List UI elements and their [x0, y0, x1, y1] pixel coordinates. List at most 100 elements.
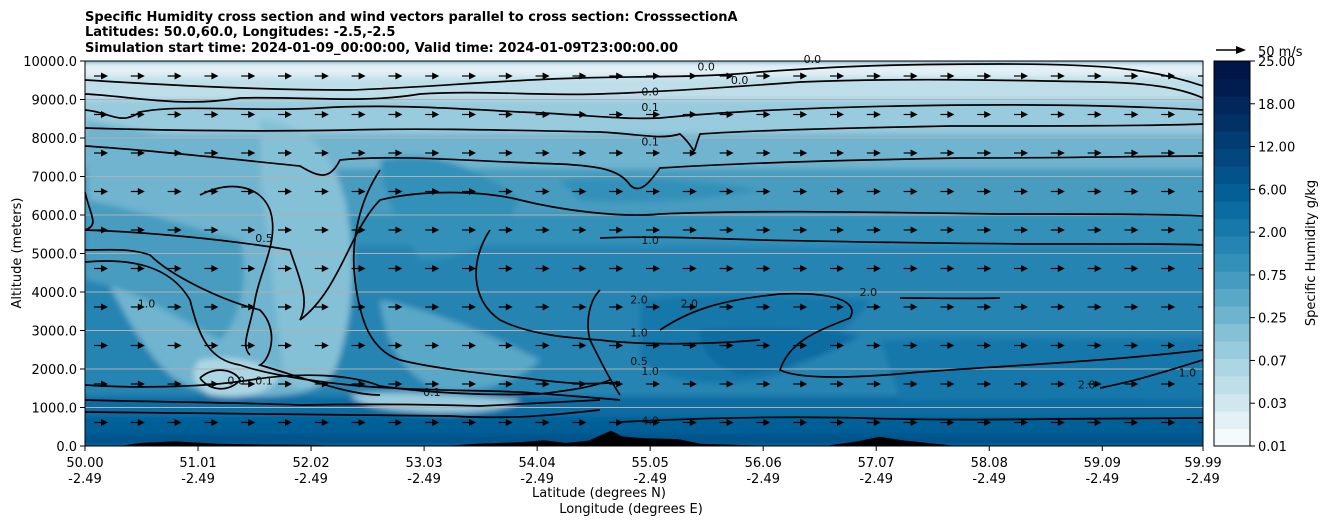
wind-vector-head — [837, 226, 844, 234]
wind-vector-head — [395, 72, 403, 80]
contour-line — [199, 369, 242, 390]
wind-vector-head — [653, 149, 660, 157]
wind-vector-head — [800, 419, 808, 426]
dry-air-region — [380, 300, 540, 391]
wind-vector-head — [321, 226, 329, 234]
contour-label: 2.0 — [630, 294, 648, 307]
wind-vector-head — [101, 342, 108, 349]
wind-vector-head — [910, 188, 918, 195]
wind-vector-head — [211, 188, 219, 195]
colorbar-swatch — [1214, 411, 1250, 430]
wind-vector-head — [1205, 73, 1212, 80]
wind-vector-head — [653, 303, 660, 311]
wind-vector-head — [910, 149, 918, 157]
contour-label: 0.5 — [255, 232, 273, 245]
colorbar-swatch — [1214, 236, 1250, 255]
wind-vector-head — [1021, 188, 1028, 195]
colorbar-tick-label: 0.03 — [1258, 397, 1287, 412]
wind-vector-head — [432, 342, 440, 349]
wind-vector-head — [1057, 265, 1065, 272]
wind-vector-head — [873, 72, 881, 80]
wind-vector-head — [137, 226, 145, 234]
wind-vector-head — [616, 72, 624, 80]
wind-vector-head — [505, 342, 513, 349]
wind-vector-head — [1057, 149, 1065, 157]
wind-vector-head — [1057, 380, 1065, 388]
wind-vector-head — [763, 226, 771, 234]
wind-vector-head — [1094, 265, 1102, 272]
wind-vector-head — [285, 303, 292, 311]
contour-label: 1.0 — [630, 326, 648, 339]
wind-vector-head — [1168, 226, 1176, 234]
wind-vector-head — [1021, 149, 1028, 157]
wind-vector-head — [358, 419, 366, 426]
wind-vector-head — [1021, 380, 1028, 388]
wind-vector-head — [505, 149, 513, 157]
wind-vector-head — [211, 303, 219, 311]
wind-vector-head — [137, 419, 145, 426]
wind-vector-head — [616, 265, 624, 272]
wind-vector-head — [469, 72, 476, 80]
dry-air-region — [193, 358, 280, 397]
x-tick-label-lat: 58.08 — [971, 456, 1008, 471]
wind-vector-head — [1094, 419, 1102, 426]
contour-line — [619, 416, 1203, 423]
wind-vector-head — [1057, 226, 1065, 234]
wind-vector-head — [910, 265, 918, 272]
contour-label: 1.0 — [641, 234, 659, 247]
contour-label: 2.0 — [860, 286, 878, 299]
wind-vector-head — [432, 188, 440, 195]
wind-vector-head — [1021, 72, 1028, 80]
contour-label: 1.0 — [641, 365, 659, 378]
wind-vector-head — [947, 188, 955, 195]
wind-vector-head — [1057, 188, 1065, 195]
x-tick-label-lon: -2.49 — [407, 472, 441, 487]
wind-vector-head — [726, 226, 734, 234]
wind-vector-head — [763, 72, 771, 80]
wind-vector-head — [726, 149, 734, 157]
wind-vector-head — [726, 111, 734, 118]
contour-label: 0.0 — [804, 53, 822, 66]
wind-vector-head — [542, 380, 550, 388]
x-axis-label-lon: Longitude (degrees E) — [559, 502, 703, 517]
y-tick-label: 1000.0 — [32, 402, 78, 417]
colorbar-tick-label: 0.25 — [1258, 312, 1287, 327]
wind-vector-head — [616, 149, 624, 157]
x-axis-label-lat: Latitude (degrees N) — [532, 486, 666, 501]
wind-vector-head — [174, 72, 182, 80]
colorbar-swatch — [1214, 61, 1250, 80]
wind-vector-head — [763, 265, 771, 272]
wind-vector-head — [1131, 342, 1139, 349]
colorbar-swatch — [1214, 323, 1250, 342]
plot-area — [85, 61, 1212, 446]
wind-vector-head — [505, 380, 513, 388]
colorbar-tick-label: 0.01 — [1258, 440, 1287, 455]
wind-vector-head — [984, 380, 992, 388]
wind-vector-head — [873, 149, 881, 157]
wind-vector-head — [616, 380, 624, 388]
wind-vector-head — [469, 380, 476, 388]
contour-line — [599, 236, 1203, 246]
wind-vector-head — [101, 265, 108, 272]
wind-vector-head — [1168, 149, 1176, 157]
wind-vector-head — [1205, 419, 1212, 426]
wind-vector-head — [285, 72, 292, 80]
wind-vector-head — [248, 226, 256, 234]
wind-vector-head — [1205, 227, 1212, 234]
wind-vector-head — [248, 303, 256, 311]
wind-vector-head — [1205, 188, 1212, 195]
wind-vector-head — [873, 419, 881, 426]
wind-vector-head — [469, 149, 476, 157]
wind-vector-head — [910, 342, 918, 349]
wind-vector-head — [542, 149, 550, 157]
colorbar-tick-label: 0.07 — [1258, 354, 1287, 369]
wind-vector-head — [469, 188, 476, 195]
wind-vector-head — [1057, 72, 1065, 80]
wind-vector-head — [1094, 380, 1102, 388]
colorbar-label: Specific Humidity g/kg — [1304, 180, 1319, 326]
x-tick-label-lat: 50.00 — [66, 456, 103, 471]
wind-vector-head — [211, 226, 219, 234]
colorbar-tick-label: 18.00 — [1258, 98, 1295, 113]
wind-vector-head — [653, 188, 660, 195]
wind-vector-head — [395, 265, 403, 272]
